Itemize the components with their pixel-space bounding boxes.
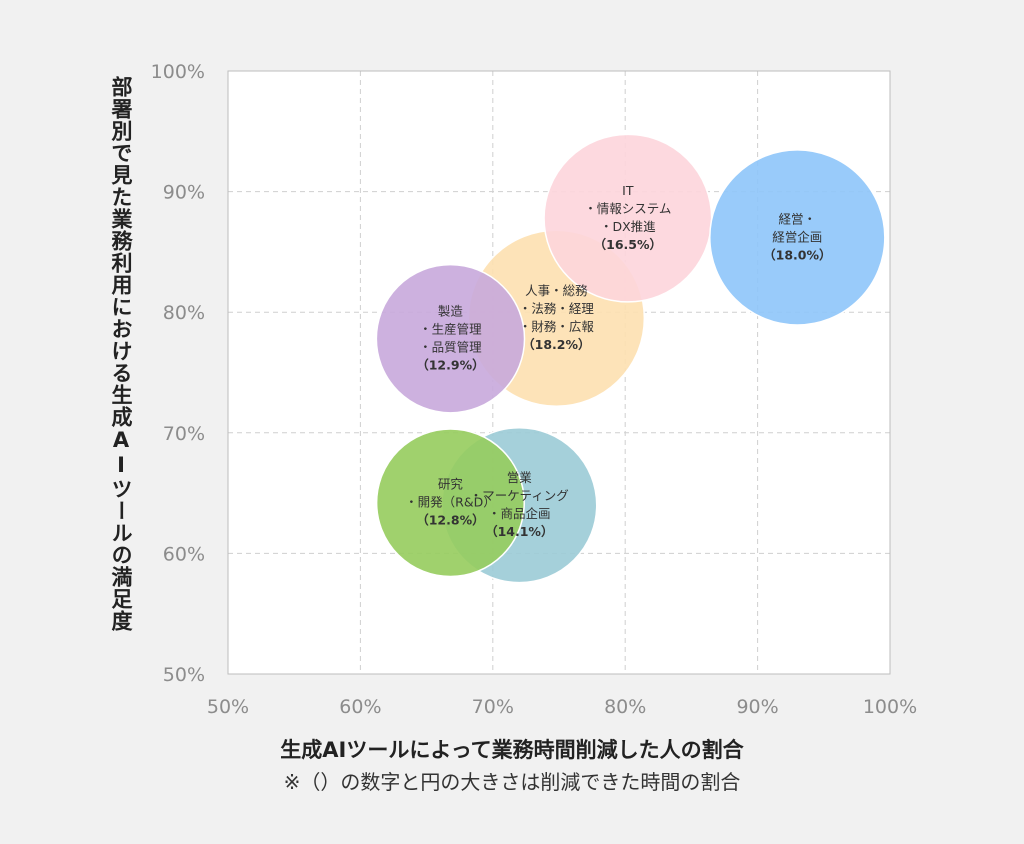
bubble bbox=[375, 428, 525, 578]
bubble-label: （16.5%） bbox=[594, 237, 662, 252]
x-tick-label: 60% bbox=[339, 696, 381, 718]
x-tick-label: 90% bbox=[736, 696, 778, 718]
plot-frame bbox=[227, 70, 891, 675]
bubble-label: ・財務・広報 bbox=[519, 319, 595, 334]
x-axis-label: 生成AIツールによって業務時間削減した人の割合 bbox=[280, 738, 744, 762]
y-tick-label: 50% bbox=[163, 664, 205, 686]
x-tick-label: 100% bbox=[863, 696, 917, 718]
bubble-label: （14.1%） bbox=[485, 524, 553, 539]
bubble-label: ・品質管理 bbox=[419, 340, 482, 355]
bubble-label: 営業 bbox=[507, 470, 533, 485]
x-tick-label: 70% bbox=[472, 696, 514, 718]
y-tick-label: 100% bbox=[151, 61, 205, 83]
bubble bbox=[375, 263, 526, 414]
bubble-label: （18.0%） bbox=[763, 247, 831, 262]
bubble-label: ・DX推進 bbox=[600, 219, 656, 234]
bubble-label: （12.8%） bbox=[416, 513, 484, 528]
bubble-label: 経営・ bbox=[779, 211, 817, 226]
bubble-label: 研究 bbox=[438, 477, 464, 492]
bubble-label: ・生産管理 bbox=[419, 322, 482, 337]
y-tick-label: 80% bbox=[163, 302, 205, 324]
bubble-label: ・マーケティング bbox=[470, 488, 569, 503]
chart-note: ※（）の数字と円の大きさは削減できた時間の割合 bbox=[283, 770, 741, 794]
x-tick-label: 50% bbox=[207, 696, 249, 718]
y-tick-label: 60% bbox=[163, 543, 205, 565]
bubble-label: ・商品企画 bbox=[488, 506, 551, 521]
bubble-label: ・情報システム bbox=[584, 201, 671, 216]
y-tick-label: 90% bbox=[163, 182, 205, 204]
bubble-label: ・開発（R&D） bbox=[405, 495, 496, 510]
y-axis-label: 部署別で見た業務利用における生成AIツールの満足度 bbox=[109, 76, 133, 632]
bubble-label: （18.2%） bbox=[522, 337, 590, 352]
bubble-label: 製造 bbox=[438, 304, 464, 319]
bubble-label: ・法務・経理 bbox=[519, 301, 595, 316]
bubble bbox=[709, 149, 886, 326]
bubble bbox=[543, 133, 713, 303]
x-tick-label: 80% bbox=[604, 696, 646, 718]
bubble-label: IT bbox=[622, 183, 634, 198]
bubble-label: （12.9%） bbox=[416, 358, 484, 373]
bubble-label: 経営企画 bbox=[772, 229, 822, 244]
y-tick-label: 70% bbox=[163, 423, 205, 445]
bubble-label: 人事・総務 bbox=[525, 283, 588, 298]
